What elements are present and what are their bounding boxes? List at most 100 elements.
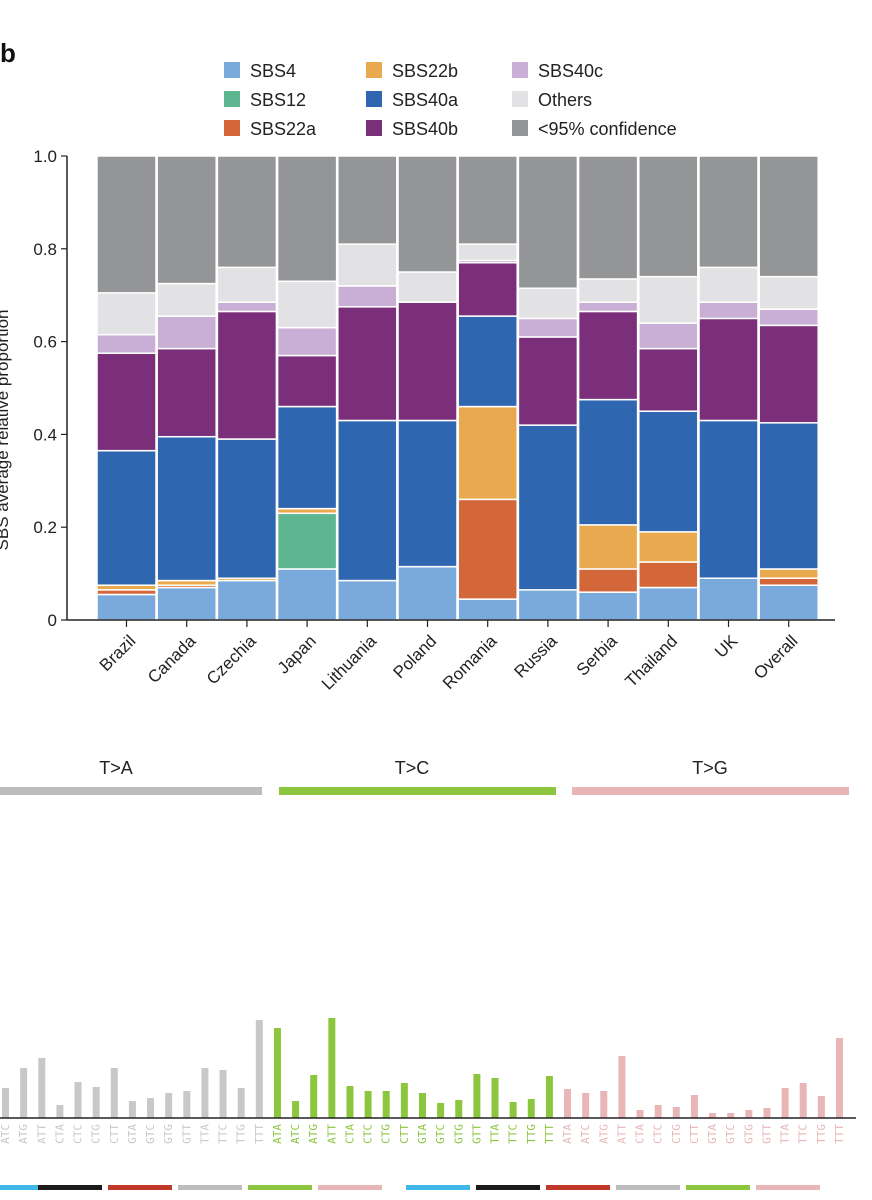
spectrum-context-label: GTC bbox=[434, 1124, 447, 1144]
spectrum-bar-t-c-cta bbox=[346, 1086, 354, 1118]
bar-segment-japan-sbs40a bbox=[276, 405, 338, 510]
spectrum-context-label: TTC bbox=[217, 1124, 230, 1144]
bar-segment-thailand-sbs22b bbox=[638, 531, 699, 563]
spectrum-context-label: GTC bbox=[144, 1124, 157, 1144]
group-bar-t-g bbox=[572, 787, 849, 795]
x-tick-label-lithuania: Lithuania bbox=[318, 631, 381, 694]
spectrum-context-label: CTT bbox=[398, 1124, 411, 1144]
bar-segment-uk-others bbox=[698, 266, 759, 303]
bottom-strip-segment bbox=[476, 1185, 540, 1190]
bar-segment-brazil-sbs40b bbox=[96, 352, 157, 452]
bar-segment-uk-sbs40a bbox=[698, 419, 759, 579]
spectrum-bar-t-a-gtc bbox=[147, 1098, 155, 1118]
spectrum-context-label: GTT bbox=[180, 1124, 193, 1144]
spectrum-context-label: ATG bbox=[17, 1124, 30, 1144]
legend-label-sbs40b: SBS40b bbox=[392, 119, 458, 139]
spectrum-bar-t-c-ttc bbox=[509, 1102, 517, 1118]
legend-label-sbs40c: SBS40c bbox=[538, 61, 603, 81]
bar-segment-uk-95-confidence bbox=[698, 155, 759, 269]
spectrum-context-label: CTC bbox=[652, 1124, 665, 1144]
spectrum-context-label: ATC bbox=[289, 1124, 302, 1144]
bar-segment-brazil-sbs40c bbox=[96, 333, 157, 354]
bar-segment-uk-sbs40c bbox=[698, 301, 759, 320]
spectrum-context-label: CTC bbox=[72, 1124, 85, 1144]
bottom-strip-segment bbox=[546, 1185, 610, 1190]
bar-segment-uk-sbs40b bbox=[698, 317, 759, 422]
spectrum-context-label: GTA bbox=[126, 1124, 139, 1144]
spectrum-bar-t-a-gtg bbox=[165, 1093, 173, 1118]
spectrum-bar-t-c-ttg bbox=[527, 1099, 535, 1118]
bar-segment-overall-sbs22b bbox=[758, 568, 819, 579]
bottom-strip-segment bbox=[686, 1185, 750, 1190]
bar-segment-lithuania-95-confidence bbox=[337, 155, 398, 245]
legend-label-others: Others bbox=[538, 90, 592, 110]
bar-segment-overall-others bbox=[758, 275, 819, 310]
bar-segment-czechia-95-confidence bbox=[216, 155, 278, 269]
x-tick-label-canada: Canada bbox=[144, 631, 200, 687]
spectrum-context-label: CTT bbox=[108, 1124, 121, 1144]
bar-segment-serbia-sbs40a bbox=[577, 398, 639, 526]
spectrum-context-label: ATC bbox=[579, 1124, 592, 1144]
bar-segment-romania-sbs22a bbox=[457, 498, 518, 600]
bar-segment-serbia-others bbox=[577, 278, 639, 303]
spectrum-context-label: GTG bbox=[742, 1124, 755, 1144]
spectrum-context-label: TTT bbox=[833, 1124, 846, 1144]
bar-segment-lithuania-sbs40c bbox=[337, 285, 398, 308]
spectrum-bar-t-c-ttt bbox=[545, 1076, 553, 1118]
bar-segment-czechia-sbs4 bbox=[216, 579, 278, 621]
bar-segment-russia-95-confidence bbox=[517, 155, 579, 289]
bar-segment-serbia-sbs22b bbox=[577, 524, 639, 570]
spectrum-context-label: ATA bbox=[271, 1124, 284, 1144]
spectrum-bar-t-a-gtt bbox=[183, 1091, 191, 1118]
spectrum-bar-t-c-ctc bbox=[364, 1091, 372, 1118]
bar-segment-serbia-sbs40b bbox=[577, 310, 639, 401]
spectrum-bar-t-g-ttc bbox=[799, 1083, 807, 1118]
bar-segment-russia-sbs4 bbox=[517, 589, 579, 621]
spectrum-context-label: GTC bbox=[724, 1124, 737, 1144]
spectrum-bar-t-c-gtt bbox=[473, 1074, 481, 1118]
legend-swatch-sbs12 bbox=[224, 91, 240, 107]
spectrum-context-label: ATC bbox=[0, 1124, 12, 1144]
spectrum-bar-t-c-atg bbox=[310, 1075, 318, 1118]
bar-segment-japan-others bbox=[276, 280, 338, 329]
legend-label-sbs12: SBS12 bbox=[250, 90, 306, 110]
spectrum-context-label: GTG bbox=[162, 1124, 175, 1144]
bar-segment-lithuania-sbs40b bbox=[337, 306, 398, 422]
spectrum-bar-t-g-cta bbox=[636, 1110, 644, 1118]
spectrum-bar-t-a-ctt bbox=[110, 1068, 118, 1118]
bar-segment-overall-sbs40c bbox=[758, 308, 819, 327]
spectrum-bar-t-a-atc bbox=[2, 1088, 9, 1118]
spectrum-context-label: CTG bbox=[380, 1124, 393, 1144]
bar-segment-overall-sbs40a bbox=[758, 422, 819, 570]
spectrum-context-label: GTG bbox=[452, 1124, 465, 1144]
y-tick-label-0-2: 0.2 bbox=[33, 518, 57, 537]
spectrum-context-label: TTC bbox=[507, 1124, 520, 1144]
chart-legend: SBS4 SBS12 SBS22a SBS22b SBS40a SBS40b SBS40c O… bbox=[224, 61, 677, 139]
bar-segment-poland-sbs40b bbox=[397, 301, 458, 422]
spectrum-bar-t-g-atc bbox=[582, 1093, 590, 1118]
bottom-strip-segment bbox=[178, 1185, 242, 1190]
spectrum-bar-t-g-gtg bbox=[745, 1110, 753, 1118]
bar-segment-canada-95-confidence bbox=[156, 155, 217, 285]
spectrum-bar-t-a-gta bbox=[128, 1101, 136, 1118]
legend-swatch-sbs40a bbox=[366, 91, 382, 107]
spectrum-bar-t-g-ctg bbox=[672, 1107, 680, 1118]
group-bar-t-a bbox=[0, 787, 262, 795]
bar-segment-romania-sbs40a bbox=[457, 315, 518, 408]
bar-segment-thailand-sbs40b bbox=[638, 347, 699, 412]
spectrum-bar-t-a-ctc bbox=[74, 1082, 82, 1118]
bar-segment-poland-sbs40a bbox=[397, 419, 458, 568]
bar-segment-poland-sbs4 bbox=[397, 565, 458, 621]
spectrum-context-label: ATT bbox=[615, 1124, 628, 1144]
spectrum-bar-t-a-ttt bbox=[255, 1020, 263, 1118]
bar-segment-brazil-sbs4 bbox=[96, 593, 157, 621]
bar-segment-thailand-sbs4 bbox=[638, 586, 699, 621]
bar-segment-serbia-95-confidence bbox=[577, 155, 639, 280]
spectrum-bar-t-a-ttc bbox=[219, 1070, 227, 1118]
bar-segment-lithuania-sbs4 bbox=[337, 579, 398, 621]
y-tick-label-0-8: 0.8 bbox=[33, 240, 57, 259]
bar-segment-canada-sbs40b bbox=[156, 347, 217, 438]
x-tick-label-czechia: Czechia bbox=[203, 631, 260, 688]
spectrum-bar-t-g-ttt bbox=[835, 1038, 843, 1118]
bar-segment-thailand-95-confidence bbox=[638, 155, 699, 278]
